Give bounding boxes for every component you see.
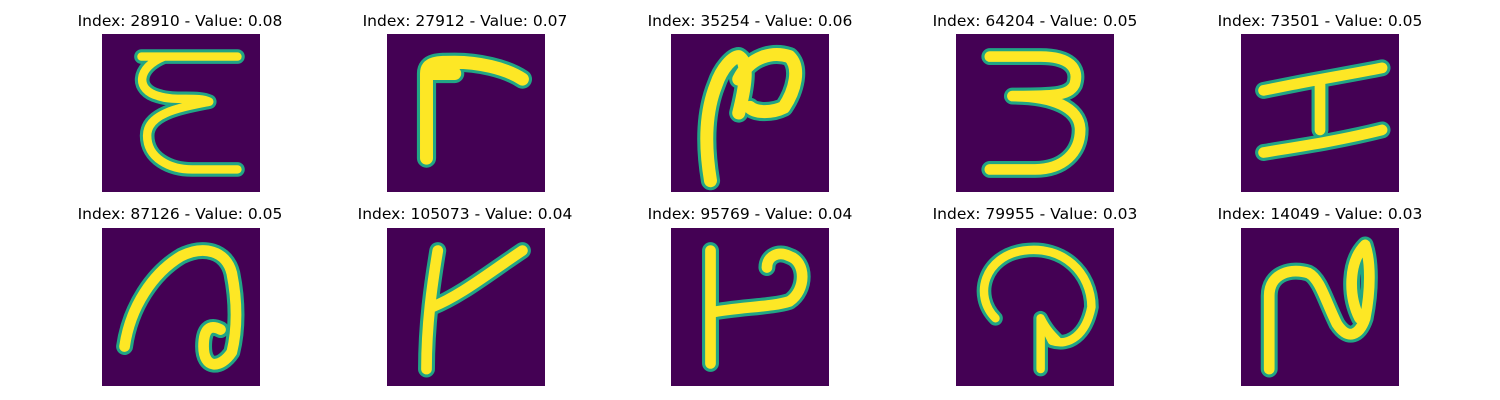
handwritten-character-image [1241, 228, 1399, 386]
panel-title: Index: 73501 - Value: 0.05 [1217, 12, 1423, 30]
handwritten-character-image [102, 228, 260, 386]
handwritten-character-image [671, 228, 829, 386]
panel-title: Index: 105073 - Value: 0.04 [357, 205, 573, 223]
handwritten-character-image [387, 228, 545, 386]
handwritten-character-image [956, 228, 1114, 386]
panel-title: Index: 95769 - Value: 0.04 [647, 205, 853, 223]
handwritten-character-image [671, 34, 829, 192]
panel-title: Index: 14049 - Value: 0.03 [1217, 205, 1423, 223]
panel-title: Index: 64204 - Value: 0.05 [932, 12, 1138, 30]
panel-title: Index: 27912 - Value: 0.07 [362, 12, 568, 30]
handwritten-character-image [956, 34, 1114, 192]
handwritten-character-image [387, 34, 545, 192]
panel-title: Index: 35254 - Value: 0.06 [647, 12, 853, 30]
panel-title: Index: 87126 - Value: 0.05 [77, 205, 283, 223]
panel-title: Index: 28910 - Value: 0.08 [77, 12, 283, 30]
handwritten-character-image [102, 34, 260, 192]
panel-title: Index: 79955 - Value: 0.03 [932, 205, 1138, 223]
handwritten-character-image [1241, 34, 1399, 192]
